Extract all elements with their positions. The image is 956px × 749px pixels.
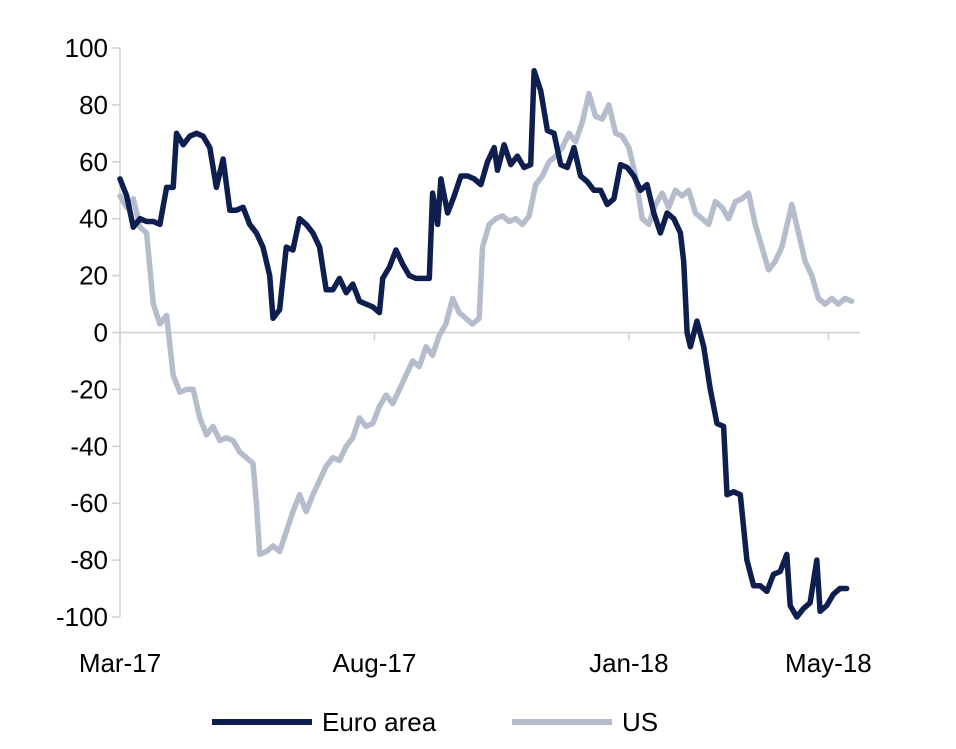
x-tick-label: Jan-18	[589, 648, 669, 678]
y-tick-label: 80	[79, 90, 108, 120]
series-line-us	[117, 90, 855, 558]
y-tick-label: -20	[70, 374, 108, 404]
y-tick-label: 20	[79, 261, 108, 291]
legend-label: Euro area	[322, 707, 437, 737]
y-tick-label: -60	[70, 488, 108, 518]
y-tick-label: 100	[65, 33, 108, 63]
legend-label: US	[622, 707, 658, 737]
y-tick-label: -80	[70, 545, 108, 575]
y-tick-label: 40	[79, 204, 108, 234]
y-tick-label: 0	[94, 318, 108, 348]
y-axis-tick-labels: 100 80 60 40 20 0 -20 -40 -60 -80 -100	[56, 33, 108, 632]
x-tick-label: May-18	[785, 648, 872, 678]
series-lines	[117, 68, 855, 620]
y-tick-label: -40	[70, 431, 108, 461]
x-tick-label: Aug-17	[333, 648, 417, 678]
x-axis-tick-labels: Mar-17 Aug-17 Jan-18 May-18	[79, 648, 872, 678]
y-tick-label: 60	[79, 147, 108, 177]
legend: Euro area US	[212, 707, 658, 737]
axes	[112, 47, 860, 618]
x-tick-label: Mar-17	[79, 648, 161, 678]
y-tick-label: -100	[56, 602, 108, 632]
series-line-euro-area	[117, 68, 850, 620]
